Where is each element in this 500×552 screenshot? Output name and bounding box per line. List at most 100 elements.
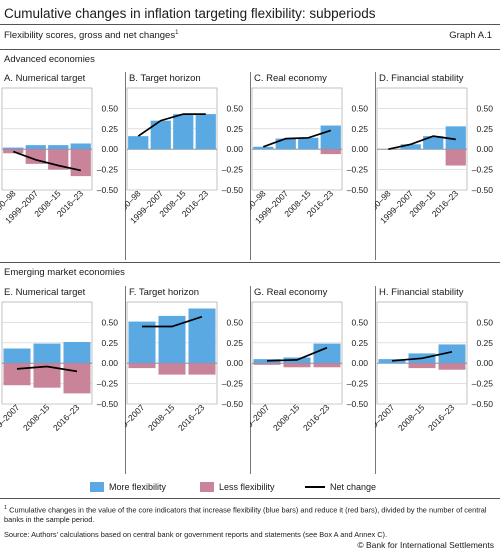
bar-more-flexibility <box>378 359 406 364</box>
x-tick-label: 2008–15 <box>146 402 177 433</box>
net-change-line <box>391 350 453 362</box>
chart-panel-e: E. Numerical target 0.50 0.25 0.00 –0.25 –0.5… <box>0 287 119 439</box>
y-tick-label: –0.50 <box>472 399 494 409</box>
x-tick-label: 2016–23 <box>51 402 82 433</box>
y-tick-label: –0.25 <box>97 165 119 175</box>
y-tick-label: –0.50 <box>97 185 119 195</box>
bar-more-flexibility <box>445 126 466 150</box>
bar-less-flexibility <box>408 363 436 369</box>
chart-panel-g: G. Real economy 0.50 0.25 0.00 –0.25 –0.50 199… <box>250 286 369 474</box>
y-tick-label: 0.25 <box>351 124 368 134</box>
section-rule-advanced <box>0 49 500 50</box>
net-change-line <box>16 365 78 373</box>
bar-more-flexibility <box>25 145 46 150</box>
y-tick-label: 0.00 <box>476 144 493 154</box>
footnote-rule <box>0 498 500 499</box>
title-rule <box>0 24 500 25</box>
chart-panel-h: H. Financial stability 0.50 0.25 0.00 –0.25 –… <box>375 286 494 474</box>
bar-more-flexibility <box>33 343 61 364</box>
y-tick-label: 0.50 <box>101 317 118 327</box>
x-tick-label: 2016–23 <box>176 402 207 433</box>
legend-label-more: More flexibility <box>109 482 167 492</box>
y-tick-label: 0.00 <box>101 144 118 154</box>
y-tick-label: 0.50 <box>226 317 243 327</box>
bar-less-flexibility <box>3 363 31 386</box>
y-tick-label: –0.25 <box>97 379 119 389</box>
bar-less-flexibility <box>283 363 311 368</box>
chart-panel-b: B. Target horizon0.500.250.00–0.25–0.501… <box>125 72 244 260</box>
legend-swatch-more <box>90 482 104 492</box>
y-tick-label: –0.50 <box>472 185 494 195</box>
x-tick-label: 2016–23 <box>301 402 332 433</box>
y-tick-label: –0.50 <box>347 399 369 409</box>
legend-swatch-less <box>200 482 214 492</box>
bar-more-flexibility <box>150 120 171 150</box>
y-tick-label: 0.00 <box>476 358 493 368</box>
bar-less-flexibility <box>445 149 466 166</box>
x-tick-label: 2008–15 <box>21 402 52 433</box>
y-tick-label: 0.50 <box>226 103 243 113</box>
bar-more-flexibility <box>253 146 274 150</box>
bar-less-flexibility <box>128 363 156 369</box>
legend-item-more: More flexibility <box>90 482 166 492</box>
y-tick-label: 0.50 <box>476 103 493 113</box>
legend-line-net <box>305 486 325 488</box>
y-tick-label: –0.25 <box>347 165 369 175</box>
bar-more-flexibility <box>275 138 296 150</box>
bar-more-flexibility <box>313 343 341 364</box>
x-tick-label: 1999–2007 <box>125 402 147 439</box>
bar-less-flexibility <box>63 363 91 394</box>
panel-title: A. Numerical target <box>4 73 86 84</box>
y-tick-label: 0.25 <box>476 124 493 134</box>
panel-title: E. Numerical target <box>4 287 86 298</box>
panel-title: C. Real economy <box>254 73 327 84</box>
bar-less-flexibility <box>320 149 341 155</box>
panel-title: G. Real economy <box>254 287 328 298</box>
y-tick-label: 0.00 <box>226 358 243 368</box>
panel-title: F. Target horizon <box>129 287 199 298</box>
bar-more-flexibility <box>3 147 24 150</box>
bar-more-flexibility <box>3 348 31 364</box>
chart-panel-c: C. Real economy0.500.250.00–0.25–0.50199… <box>250 72 369 260</box>
section-rule-emerging <box>0 262 500 263</box>
x-tick-label: 2008–15 <box>396 402 427 433</box>
x-tick-label: 1999–2007 <box>0 402 22 439</box>
y-tick-label: 0.25 <box>226 338 243 348</box>
panel-title: D. Financial stability <box>379 73 464 84</box>
y-tick-label: 0.25 <box>101 338 118 348</box>
y-tick-label: –0.50 <box>347 185 369 195</box>
net-change-line <box>142 315 203 328</box>
bar-more-flexibility <box>173 114 194 150</box>
net-change-line <box>137 113 206 137</box>
bar-more-flexibility <box>320 125 341 150</box>
y-tick-label: –0.25 <box>472 379 494 389</box>
legend-item-net: Net change <box>305 482 376 492</box>
x-tick-label: 2008–15 <box>271 402 302 433</box>
bar-more-flexibility <box>128 321 156 364</box>
chart-title: Cumulative changes in inflation targetin… <box>4 6 376 21</box>
bar-more-flexibility <box>438 344 466 364</box>
bar-less-flexibility <box>188 363 216 375</box>
legend-label-less: Less flexibility <box>219 482 275 492</box>
y-tick-label: 0.25 <box>351 338 368 348</box>
bar-more-flexibility <box>128 136 149 150</box>
y-tick-label: 0.00 <box>101 358 118 368</box>
panel-title: B. Target horizon <box>129 73 201 84</box>
x-tick-label: 1999–2007 <box>375 402 397 439</box>
chart-subtitle: Flexibility scores, gross and net change… <box>4 30 179 42</box>
bar-less-flexibility <box>438 363 466 370</box>
y-tick-label: 0.50 <box>351 103 368 113</box>
bar-less-flexibility <box>158 363 186 375</box>
net-change-line <box>263 129 332 148</box>
footnote: 1 Cumulative changes in the value of the… <box>4 505 487 524</box>
section-title-advanced: Advanced economies <box>4 54 95 65</box>
y-tick-label: –0.25 <box>347 379 369 389</box>
net-change-line <box>13 150 81 172</box>
y-tick-label: 0.25 <box>226 124 243 134</box>
bar-more-flexibility <box>63 341 91 364</box>
copyright: © Bank for International Settlements <box>357 540 494 550</box>
net-change-line <box>388 135 456 151</box>
net-change-line <box>266 346 328 362</box>
y-tick-label: –0.25 <box>222 165 244 175</box>
bar-less-flexibility <box>253 363 281 365</box>
